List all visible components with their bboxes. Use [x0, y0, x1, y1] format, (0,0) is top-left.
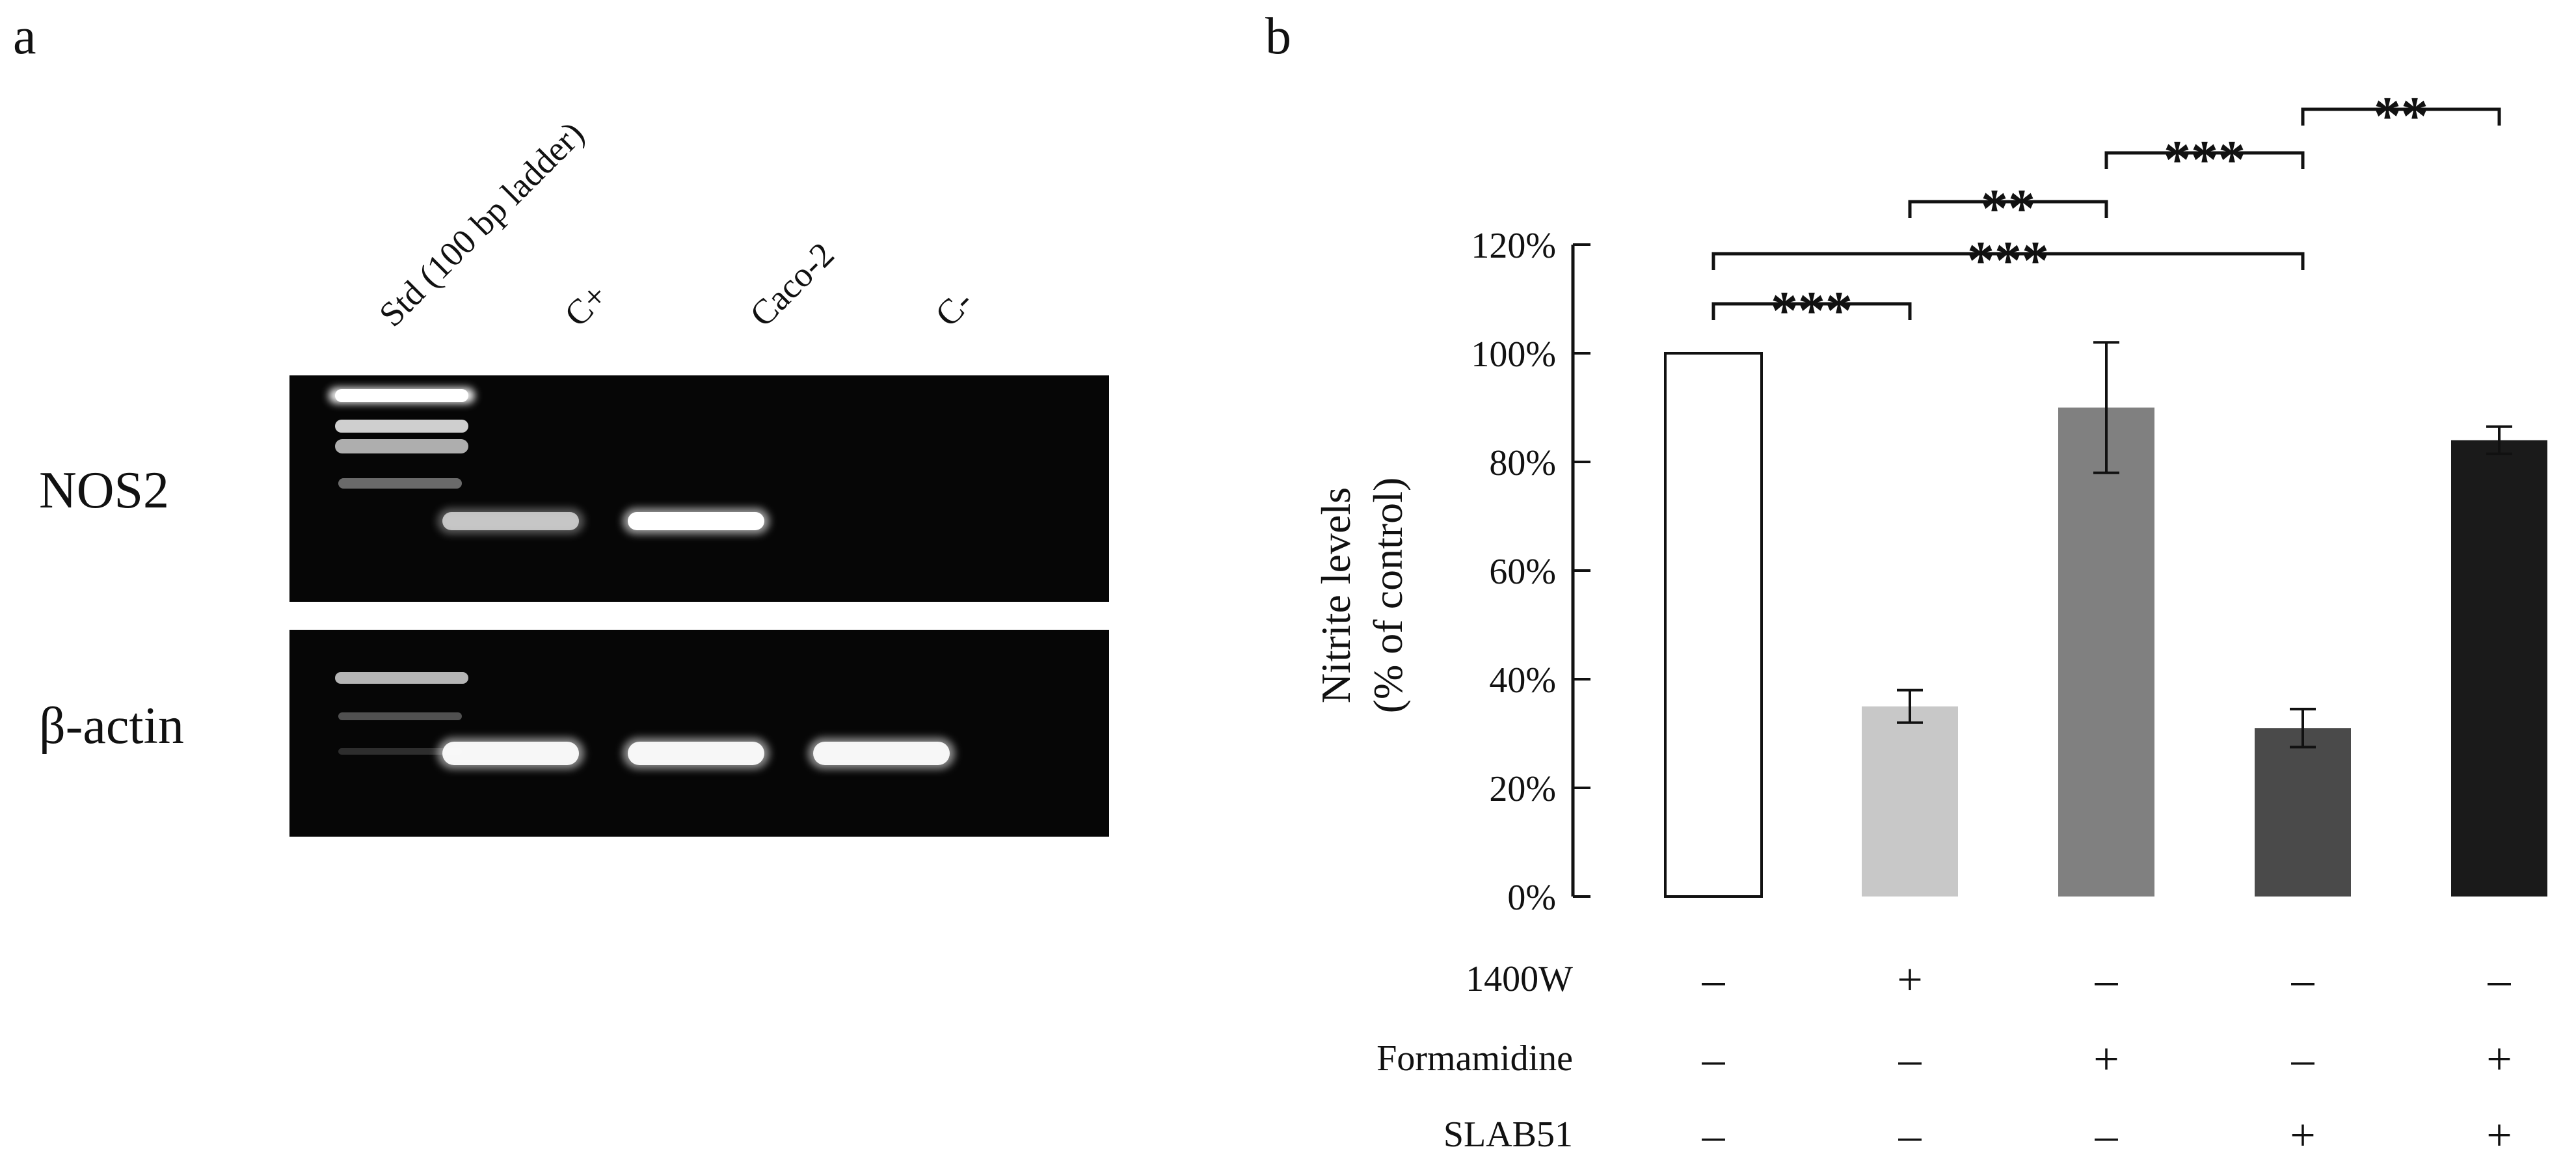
gel-label-beta-actin: β-actin: [39, 697, 184, 755]
beta-actin-band-3: [813, 742, 950, 765]
bar-3: [2058, 407, 2154, 897]
significance-label-1: ***: [1771, 280, 1853, 341]
treatment-sign: –: [1702, 955, 1726, 1005]
lane-label-caco2: Caco-2: [742, 235, 842, 334]
treatment-sign: +: [2290, 1111, 2315, 1160]
ladder-lane-nos2: [329, 388, 475, 489]
bar-1: [1664, 352, 1763, 898]
beta-actin-band-1: [442, 742, 579, 765]
treatment-sign: –: [2291, 955, 2315, 1005]
treatment-sign: –: [1898, 1111, 1922, 1160]
significance-label-3: **: [1981, 178, 2035, 239]
significance-brackets: *************: [1711, 86, 2501, 341]
treatment-sign: –: [2488, 955, 2512, 1005]
treatment-sign: +: [2486, 1111, 2512, 1160]
significance-bracket-2: [1711, 252, 2305, 270]
treatment-sign: –: [2291, 1034, 2315, 1085]
treatment-label-1400w: 1400W: [1466, 959, 1573, 999]
panel-a-label: a: [13, 8, 36, 65]
y-axis-label-line1: Nitrite levels: [1313, 487, 1359, 703]
lane-labels: Std (100 bp ladder) C+ Caco-2 C-: [371, 114, 980, 334]
treatment-sign: –: [1702, 1111, 1726, 1160]
treatment-sign: +: [2486, 1034, 2512, 1085]
gel-nos2-bands: [437, 508, 770, 534]
y-tick-label: 120%: [1471, 226, 1556, 266]
treatment-sign: +: [1897, 955, 1922, 1005]
treatment-sign: –: [2095, 1111, 2119, 1160]
nos2-band-1: [442, 512, 579, 530]
y-axis-ticks: 0% 20% 40% 60% 80% 100% 120%: [1471, 226, 1590, 918]
ladder-lane-beta-actin: [335, 672, 468, 755]
gel-beta-actin-bands: [437, 738, 955, 769]
gel-beta-actin-background: [289, 630, 1109, 837]
bar-2: [1862, 706, 1958, 897]
y-tick-label: 20%: [1489, 769, 1556, 809]
lane-label-c-plus: C+: [557, 276, 615, 334]
gel-nos2: [289, 375, 1109, 602]
lane-label-c-minus: C-: [928, 282, 980, 334]
significance-label-5: **: [2374, 86, 2428, 146]
bar-5: [2451, 440, 2547, 897]
treatment-sign: –: [1898, 1034, 1922, 1085]
lane-label-std: Std (100 bp ladder): [371, 114, 591, 334]
y-tick-label: 60%: [1489, 552, 1556, 592]
significance-label-4: ***: [2164, 129, 2246, 190]
bar-4: [2255, 728, 2351, 897]
significance-bracket-5: [2301, 107, 2501, 126]
y-tick-label: 40%: [1489, 660, 1556, 701]
y-axis-label-line2: (% of control): [1365, 478, 1411, 714]
significance-bracket-1: [1711, 302, 1912, 320]
treatment-sign: –: [2095, 955, 2119, 1005]
treatment-label-formamidine: Formamidine: [1376, 1038, 1573, 1079]
treatment-label-slab51: SLAB51: [1443, 1114, 1573, 1155]
y-tick-label: 100%: [1471, 334, 1556, 375]
treatment-table: 1400W Formamidine SLAB51 – + – – – – – + – + – – – + +: [1376, 955, 2512, 1160]
treatment-signs: – + – – – – – + – + – – – + +: [1702, 955, 2512, 1160]
bars: [1664, 352, 2547, 898]
panel-b-label: b: [1265, 8, 1291, 65]
y-tick-label: 0%: [1507, 878, 1556, 918]
significance-label-2: ***: [1967, 230, 2049, 291]
error-bars: [1897, 341, 2512, 749]
y-tick-label: 80%: [1489, 443, 1556, 483]
significance-bracket-3: [1908, 200, 2108, 218]
treatment-sign: +: [2093, 1034, 2119, 1085]
nos2-band-2: [628, 512, 764, 530]
beta-actin-band-2: [628, 742, 764, 765]
treatment-sign: –: [1702, 1034, 1726, 1085]
gel-beta-actin: [289, 630, 1109, 837]
gel-label-nos2: NOS2: [39, 462, 169, 519]
significance-bracket-4: [2104, 151, 2305, 169]
